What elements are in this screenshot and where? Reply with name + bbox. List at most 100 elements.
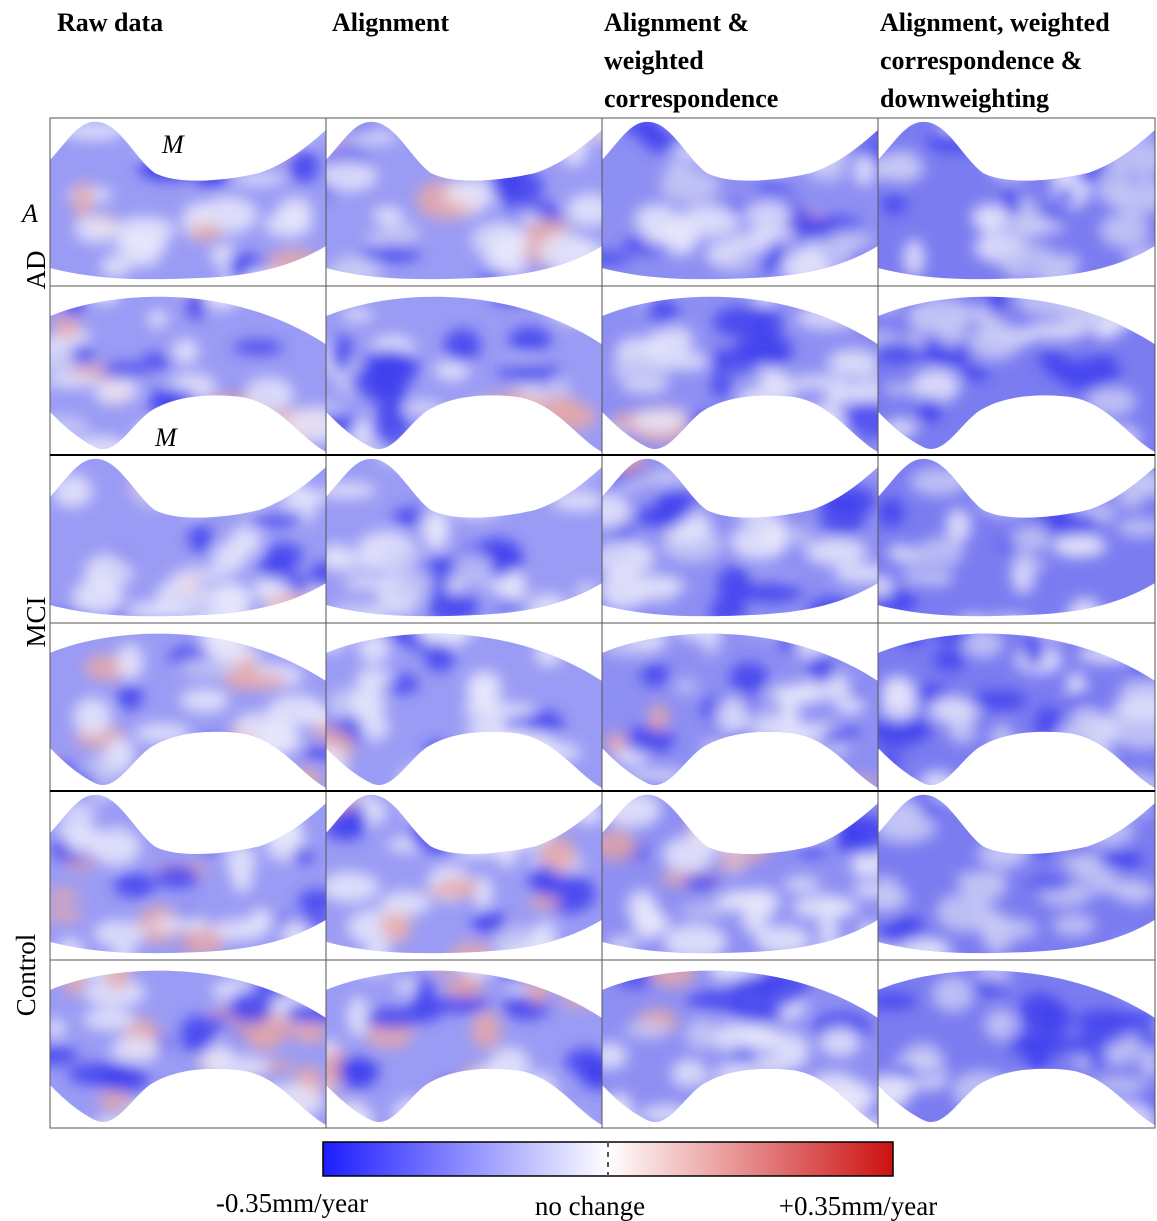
blob [888,278,933,307]
blob [691,816,737,849]
panel [863,785,1157,972]
blob [933,650,967,671]
column-header: weighted [604,46,704,75]
blob [179,111,233,143]
blob [500,944,561,970]
panel [36,610,346,800]
blob [182,491,204,514]
blob [968,322,1022,360]
blob [459,139,519,174]
blob [1128,124,1156,137]
panel [303,783,604,974]
blob [881,676,915,703]
blob [873,295,901,314]
blob [608,443,646,474]
blob [910,467,968,496]
blob [342,577,398,590]
blob [154,604,197,618]
blob [260,1083,324,1120]
blob [927,131,980,152]
blob [364,1008,420,1028]
blob [646,330,668,363]
blob [624,1021,671,1038]
blob [265,249,324,286]
blob [1050,472,1113,495]
blob [1077,644,1137,664]
blob [180,657,239,677]
blob [1048,137,1107,153]
blob [950,306,991,322]
column-header: Alignment, weighted [880,8,1110,37]
colorbar-min-label: -0.35mm/year [216,1188,368,1218]
blob [1010,416,1049,428]
blob [403,402,445,414]
blob [744,200,792,228]
blob [1053,914,1096,936]
blob [771,779,809,810]
blob [828,230,872,249]
blob [539,232,591,269]
blob [409,1103,438,1141]
blob [229,526,262,556]
blob [445,428,508,464]
blob [103,376,138,402]
blob [624,116,665,139]
blob [864,114,889,135]
blob [126,1103,151,1118]
blob [72,436,131,464]
blob [445,761,507,800]
blob [729,662,768,693]
blob [834,696,865,714]
blob [140,353,172,369]
blob [180,1015,215,1054]
panel-grid [26,102,1157,1146]
column-header: downweighting [880,84,1049,113]
blob [292,1021,327,1043]
blob [1115,496,1144,509]
blob [1051,535,1106,557]
blob [240,761,288,800]
row-label: AD [21,251,51,290]
blob [578,118,601,137]
blob [423,612,460,638]
blob [798,843,827,857]
column-headers: Raw dataAlignmentAlignment &weightedcorr… [57,8,1110,113]
panel [588,270,898,455]
blob [603,791,661,828]
blob [607,937,638,952]
blob [1124,970,1157,1001]
blob [1000,479,1040,518]
blob [1096,121,1127,152]
blob [195,165,230,188]
blob [327,1101,374,1139]
blob [711,796,731,835]
blob [971,204,1009,231]
blob [365,231,392,247]
blob [605,733,628,753]
blob [203,285,239,310]
colorbar-mid-label: no change [535,1191,645,1221]
blob [117,684,143,709]
blob [747,228,797,241]
blob [446,975,484,999]
blob [1027,825,1054,856]
blob [1011,1074,1056,1099]
blob [615,1116,637,1134]
blob [200,623,228,653]
blob [267,816,298,843]
blob [530,932,551,945]
blob [827,350,879,376]
blob [716,697,749,735]
panel [315,948,615,1140]
blob [264,130,320,144]
blob [769,483,796,499]
blob [627,770,691,783]
blob [710,959,747,981]
blob [155,780,204,817]
blob [936,892,992,932]
blob [62,289,83,317]
blob [816,116,846,133]
blob [989,147,1032,182]
blob [730,523,788,560]
blob [190,223,222,241]
